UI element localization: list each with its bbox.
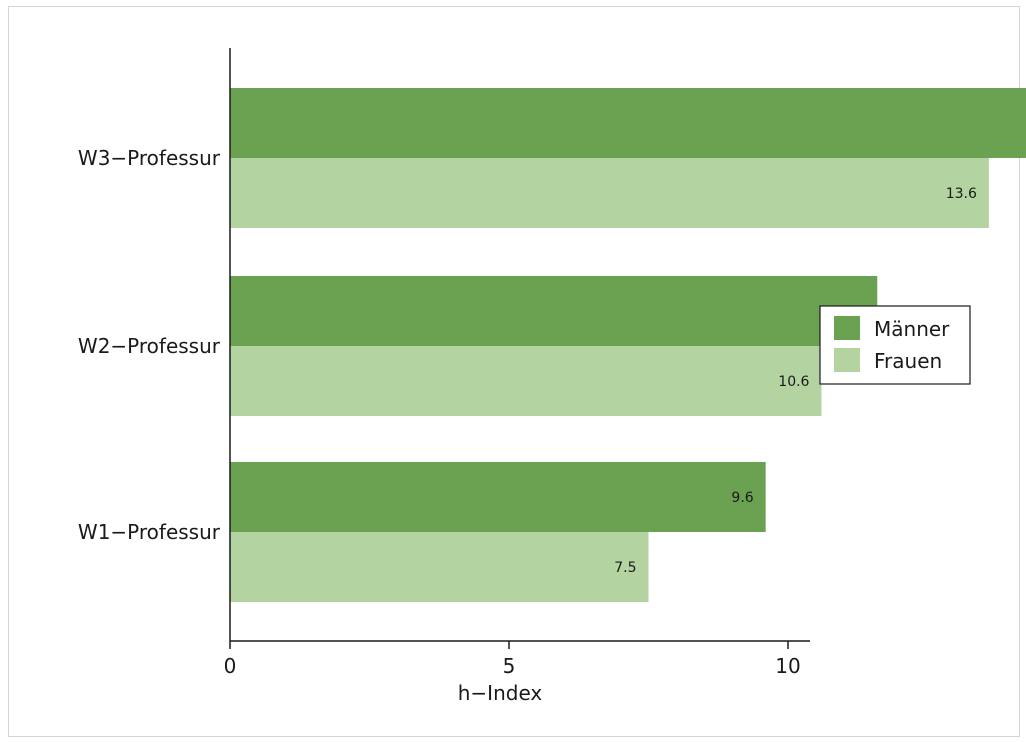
value-label-1-1: 10.6 — [778, 374, 809, 390]
x-tick-label-1: 5 — [503, 654, 516, 678]
x-tick-label-0: 0 — [224, 654, 237, 678]
legend-swatch-maenner — [834, 316, 860, 340]
bar-0-1 — [230, 158, 989, 228]
bar-0-0 — [230, 88, 1026, 158]
category-label-1: W2−Professur — [78, 334, 221, 358]
axes-layer — [229, 48, 810, 642]
legend: Männer Frauen — [819, 305, 971, 385]
bar-1-0 — [230, 276, 878, 346]
category-labels-layer: W3−Professur W2−Professur W1−Professur — [78, 146, 221, 544]
category-label-2: W1−Professur — [78, 520, 221, 544]
x-tick-label-2: 10 — [775, 654, 800, 678]
legend-swatch-frauen — [834, 348, 860, 372]
x-axis-title: h−Index — [458, 681, 543, 705]
value-label-2-1: 7.5 — [614, 560, 636, 576]
bar-1-1 — [230, 346, 822, 416]
value-label-2-0: 9.6 — [731, 490, 753, 506]
bar-2-0 — [230, 462, 766, 532]
x-ticks-layer: 05101520 — [224, 641, 801, 678]
legend-label-maenner: Männer — [874, 317, 950, 341]
bars-layer — [230, 88, 1026, 602]
bar-2-1 — [230, 532, 649, 602]
category-label-0: W3−Professur — [78, 146, 221, 170]
legend-label-frauen: Frauen — [874, 349, 942, 373]
value-label-0-1: 13.6 — [946, 186, 977, 202]
